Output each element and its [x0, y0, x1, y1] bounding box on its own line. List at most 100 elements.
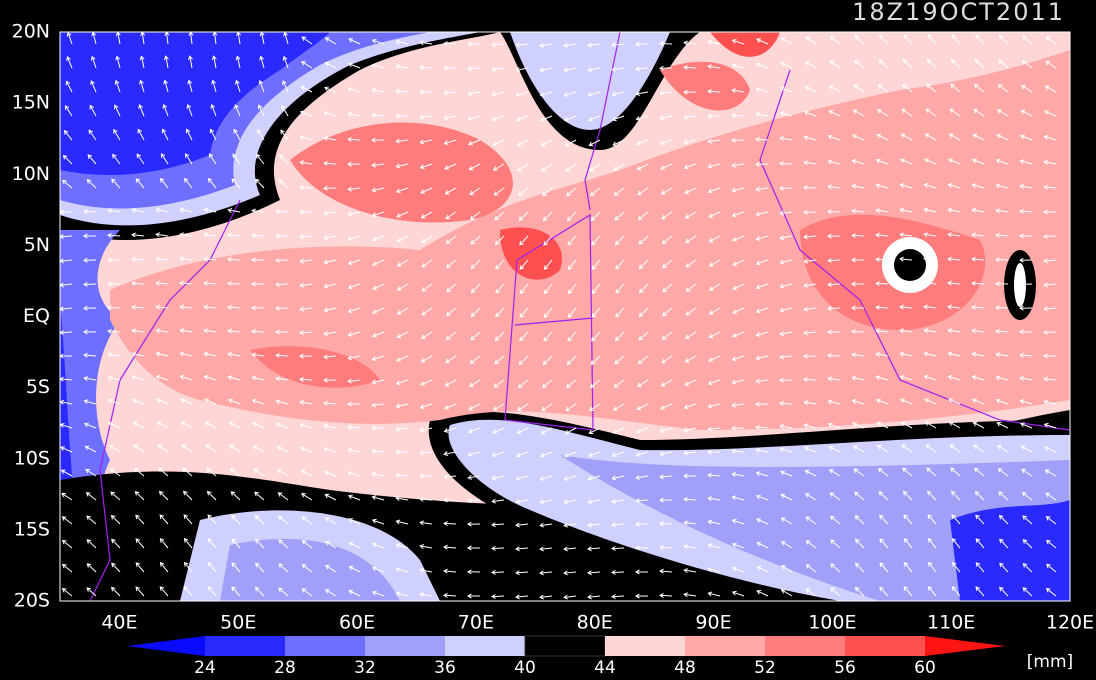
wind-arrow: [348, 565, 361, 573]
wind-arrow: [107, 398, 121, 405]
wind-arrow: [995, 305, 1009, 311]
wind-arrow: [587, 570, 601, 576]
wind-arrow: [299, 446, 313, 453]
wind-arrow: [443, 41, 457, 47]
wind-arrow: [637, 187, 649, 196]
wind-arrow: [707, 496, 721, 502]
wind-arrow: [614, 235, 625, 246]
wind-arrow: [611, 594, 625, 600]
wind-arrow: [443, 115, 457, 121]
wind-arrow: [234, 104, 241, 117]
wind-arrow: [299, 160, 313, 166]
wind-arrow: [567, 235, 577, 246]
wind-arrow: [995, 232, 1009, 238]
wind-arrow: [157, 444, 169, 453]
wind-arrow: [494, 235, 505, 246]
wind-arrow: [1021, 84, 1033, 93]
wind-arrow: [371, 542, 385, 549]
wind-arrow: [495, 307, 505, 318]
wind-arrow: [707, 379, 721, 386]
wind-arrow: [827, 353, 841, 359]
wind-arrow: [323, 283, 337, 289]
wind-arrow: [1019, 352, 1033, 358]
wind-arrow: [419, 427, 433, 433]
wind-arrow: [211, 79, 217, 93]
wind-arrow: [107, 281, 121, 287]
wind-arrow: [109, 468, 121, 477]
wind-arrow: [803, 330, 817, 336]
wind-arrow: [133, 467, 145, 477]
wind-arrow: [923, 207, 937, 213]
wind-arrow: [444, 187, 457, 195]
wind-arrow: [61, 516, 73, 525]
wind-arrow: [491, 451, 505, 458]
wind-arrow: [611, 42, 625, 48]
wind-arrow: [684, 187, 697, 194]
wind-arrow: [611, 522, 625, 528]
wind-arrow: [927, 561, 937, 573]
wind-arrow: [111, 178, 121, 189]
wind-arrow: [662, 259, 673, 269]
wind-arrow: [731, 88, 745, 93]
wind-arrow: [661, 355, 673, 364]
wind-arrow: [998, 491, 1009, 501]
wind-arrow: [876, 133, 889, 141]
wind-arrow: [803, 160, 817, 166]
contour-40: [894, 249, 926, 281]
wind-arrow: [1043, 184, 1057, 190]
wind-arrow: [635, 569, 649, 575]
wind-arrow: [275, 233, 289, 239]
wind-arrow: [900, 398, 913, 405]
wind-arrow: [927, 537, 937, 549]
map-frame: [59, 31, 1071, 602]
wind-arrow: [135, 178, 145, 189]
wind-arrow: [926, 490, 937, 501]
wind-arrow: [851, 183, 865, 189]
colorbar-labels: 24 28 32 36 40 44 48 52 56 60: [194, 658, 936, 678]
wind-arrow: [62, 154, 73, 165]
wind-arrow: [419, 450, 433, 456]
wind-arrow: [467, 451, 481, 457]
wind-arrow: [443, 521, 457, 527]
wind-arrow: [131, 328, 145, 334]
wind-arrow: [755, 186, 769, 192]
wind-arrow: [323, 86, 337, 93]
contour-24: [60, 32, 330, 175]
wind-arrow: [227, 328, 241, 334]
wind-arrow: [469, 211, 481, 220]
wind-arrow: [638, 235, 649, 245]
wind-arrow: [637, 355, 649, 364]
wind-arrow: [113, 128, 121, 141]
wind-arrow: [299, 330, 313, 336]
wind-arrow: [899, 304, 913, 310]
wind-arrow: [492, 427, 505, 434]
lon-label: 90E: [695, 612, 731, 634]
wind-arrow: [159, 177, 169, 189]
wind-arrow: [756, 518, 769, 525]
wind-arrow: [899, 375, 913, 381]
wind-arrow: [371, 379, 385, 385]
wind-arrow: [1043, 159, 1057, 165]
wind-arrow: [515, 546, 529, 552]
wind-arrow: [683, 496, 697, 502]
wind-arrow: [467, 545, 481, 551]
wind-arrow: [372, 283, 385, 290]
wind-arrow: [251, 305, 265, 311]
wind-arrow: [589, 187, 601, 197]
wind-arrow: [923, 374, 937, 381]
wind-arrow: [207, 514, 217, 525]
wind-arrow: [301, 588, 313, 597]
wind-arrow: [160, 153, 169, 165]
wind-arrow: [179, 207, 193, 213]
wind-arrow: [996, 445, 1009, 453]
wind-arrow: [348, 518, 361, 525]
lat-label: 5S: [26, 376, 50, 398]
wind-arrow: [683, 592, 697, 598]
wind-arrow: [731, 235, 745, 242]
wind-arrow: [518, 355, 529, 365]
wind-arrow: [61, 492, 73, 501]
wind-arrow: [539, 91, 553, 97]
wind-arrow: [324, 517, 337, 525]
colorbar-box: [365, 636, 445, 656]
wind-arrow: [877, 84, 889, 93]
